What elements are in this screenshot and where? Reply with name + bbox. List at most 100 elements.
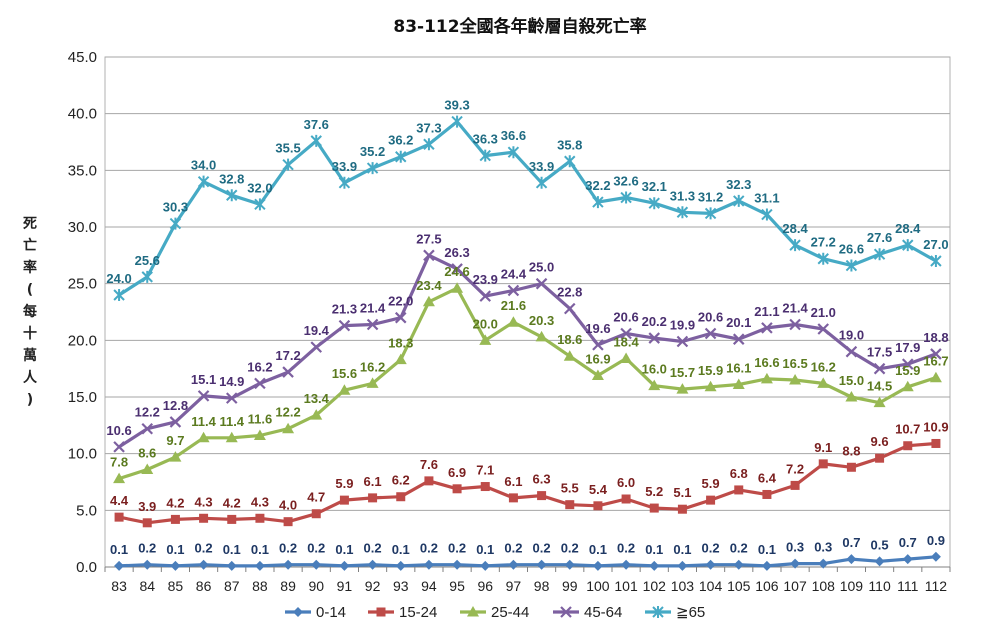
x-tick-label: 94 bbox=[421, 578, 437, 594]
data-point bbox=[254, 560, 265, 571]
data-label: 37.6 bbox=[304, 117, 329, 132]
data-point bbox=[254, 198, 266, 211]
data-label: 21.3 bbox=[332, 302, 357, 317]
data-point bbox=[873, 248, 886, 261]
data-point bbox=[422, 295, 435, 307]
data-label: 36.3 bbox=[473, 132, 498, 147]
legend-label: 0-14 bbox=[316, 604, 346, 621]
data-point bbox=[705, 559, 716, 570]
data-point bbox=[226, 560, 237, 571]
data-label: 18.8 bbox=[923, 330, 948, 345]
data-point bbox=[818, 459, 828, 469]
data-label: 27.5 bbox=[416, 231, 441, 246]
data-label: 4.3 bbox=[251, 494, 269, 509]
data-point bbox=[930, 348, 942, 360]
y-tick-label: 35.0 bbox=[68, 162, 97, 179]
data-point bbox=[930, 551, 941, 562]
data-labels: 0.1 0.2 0.1 0.2 0.1 0.1 0.2 0.2 0.1 0.2 0.1 0.2 0.2 0… bbox=[106, 98, 948, 557]
data-point bbox=[507, 284, 520, 297]
data-label: 7.6 bbox=[420, 457, 438, 472]
data-label: 4.3 bbox=[195, 494, 213, 509]
data-point bbox=[368, 493, 378, 503]
data-label: 31.2 bbox=[698, 189, 723, 204]
data-point bbox=[563, 350, 576, 361]
data-point bbox=[423, 138, 435, 151]
data-point bbox=[565, 500, 575, 510]
data-label: 4.4 bbox=[110, 493, 129, 508]
series-line-45-64 bbox=[118, 253, 937, 449]
data-label: 16.0 bbox=[642, 362, 667, 377]
x-tick-label: 83 bbox=[111, 578, 127, 594]
data-label: 18.4 bbox=[613, 334, 639, 349]
data-point bbox=[535, 330, 548, 342]
data-point bbox=[929, 371, 942, 383]
data-label: 18.3 bbox=[388, 336, 413, 351]
data-label: 31.3 bbox=[670, 188, 695, 203]
data-label: 5.1 bbox=[673, 485, 691, 500]
data-point bbox=[845, 345, 858, 358]
data-label: 35.8 bbox=[557, 137, 582, 152]
series-45-64 bbox=[113, 249, 942, 453]
x-tick-label: 89 bbox=[280, 578, 296, 594]
data-label: 0.9 bbox=[927, 533, 945, 548]
data-label: 16.2 bbox=[247, 359, 272, 374]
data-point bbox=[648, 379, 661, 391]
data-point bbox=[873, 362, 886, 375]
data-label: 33.9 bbox=[332, 159, 357, 174]
data-label: 9.1 bbox=[814, 440, 832, 455]
data-point bbox=[113, 472, 126, 484]
x-tick-label: 108 bbox=[812, 578, 836, 594]
data-label: 16.2 bbox=[811, 359, 836, 374]
x-tick-label: 95 bbox=[449, 578, 465, 594]
data-point bbox=[620, 191, 632, 204]
data-point bbox=[479, 334, 492, 345]
data-label: 7.2 bbox=[786, 461, 804, 476]
data-label: 28.4 bbox=[782, 221, 808, 236]
y-tick-label: 40.0 bbox=[68, 106, 97, 123]
data-label: 36.2 bbox=[388, 133, 413, 148]
data-point bbox=[283, 559, 294, 570]
y-axis-title-char: 率 bbox=[23, 259, 37, 276]
data-label: 11.6 bbox=[248, 412, 273, 427]
data-label: 18.6 bbox=[557, 332, 582, 347]
data-point bbox=[535, 277, 548, 290]
data-point bbox=[197, 175, 210, 188]
data-point bbox=[875, 453, 885, 463]
data-point bbox=[901, 380, 914, 392]
data-point bbox=[508, 493, 518, 503]
data-label: 9.7 bbox=[166, 433, 184, 448]
data-label: 35.5 bbox=[275, 141, 300, 156]
data-label: 4.7 bbox=[307, 490, 325, 505]
data-label: 10.6 bbox=[106, 423, 131, 438]
data-point bbox=[480, 560, 491, 571]
data-point bbox=[648, 332, 661, 344]
data-point bbox=[479, 149, 491, 162]
data-label: 20.1 bbox=[726, 315, 751, 330]
data-label: 16.9 bbox=[585, 351, 610, 366]
y-tick-label: 15.0 bbox=[68, 389, 97, 406]
y-axis-title: 死亡率 (每十萬人) bbox=[22, 216, 38, 408]
data-label: 12.2 bbox=[275, 405, 300, 420]
data-point bbox=[395, 150, 407, 163]
series bbox=[113, 115, 942, 571]
data-point bbox=[142, 518, 152, 528]
y-axis-title-char: ( bbox=[27, 282, 33, 298]
data-point bbox=[845, 259, 858, 272]
data-label: 0.1 bbox=[476, 542, 494, 557]
data-point bbox=[170, 560, 181, 571]
data-point bbox=[141, 422, 154, 435]
legend-item-0-14: 0-14 bbox=[285, 604, 346, 621]
data-point bbox=[394, 311, 407, 324]
legend-swatch-marker bbox=[560, 606, 572, 618]
data-point bbox=[424, 476, 434, 486]
legend-swatch-marker bbox=[376, 607, 386, 617]
data-point bbox=[507, 316, 520, 327]
data-label: 15.0 bbox=[839, 373, 864, 388]
data-point bbox=[479, 290, 492, 302]
data-point bbox=[563, 302, 576, 315]
data-label: 24.0 bbox=[106, 271, 131, 286]
data-point bbox=[593, 501, 603, 511]
data-point bbox=[704, 380, 717, 392]
data-label: 20.6 bbox=[613, 310, 638, 325]
